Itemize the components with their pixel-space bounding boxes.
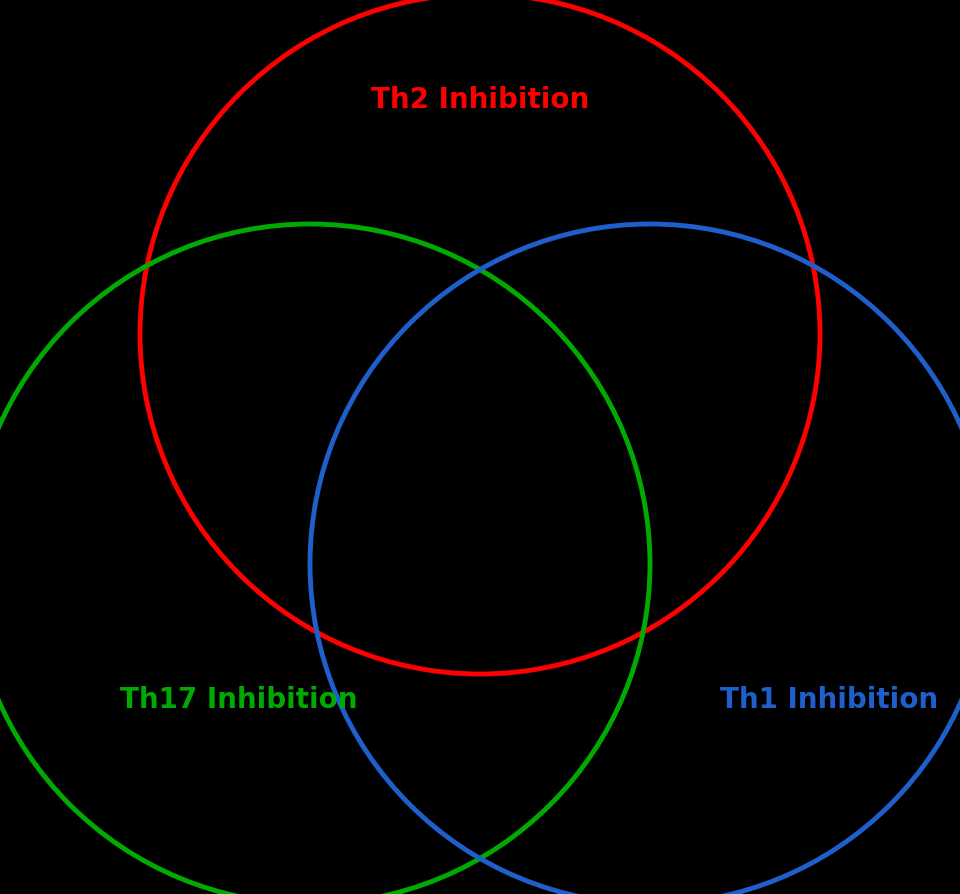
Text: Th2 Inhibition: Th2 Inhibition — [371, 86, 589, 114]
Text: Th1 Inhibition: Th1 Inhibition — [720, 685, 938, 713]
Text: Th17 Inhibition: Th17 Inhibition — [120, 685, 357, 713]
